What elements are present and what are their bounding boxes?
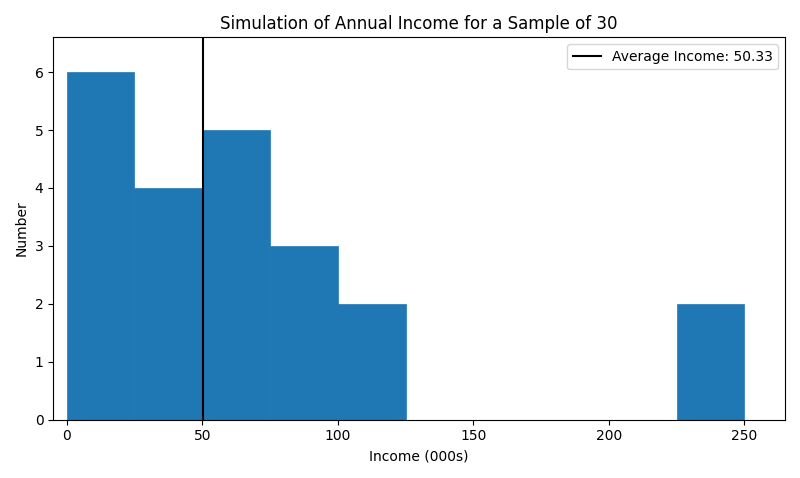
X-axis label: Income (000s): Income (000s)	[370, 449, 469, 463]
Bar	[202, 130, 270, 420]
Bar	[134, 188, 202, 420]
Legend: Average Income: 50.33: Average Income: 50.33	[567, 44, 778, 69]
Title: Simulation of Annual Income for a Sample of 30: Simulation of Annual Income for a Sample…	[220, 15, 618, 33]
Y-axis label: Number: Number	[15, 201, 29, 256]
Bar	[270, 246, 338, 420]
Average Income: 50.33: (50.3, 1): 50.33: (50.3, 1)	[198, 359, 208, 365]
Average Income: 50.33: (50.3, 0): 50.33: (50.3, 0)	[198, 417, 208, 423]
Bar	[677, 304, 744, 420]
Bar	[338, 304, 406, 420]
Bar	[66, 72, 134, 420]
